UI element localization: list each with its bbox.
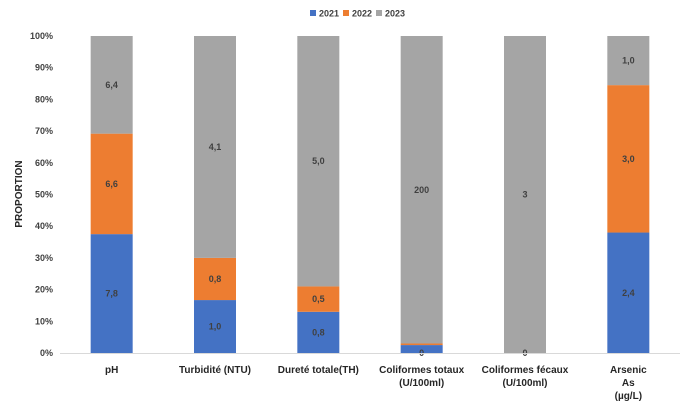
legend-label: 2022 (352, 9, 372, 19)
data-label: 6,6 (105, 179, 118, 189)
y-tick-label: 100% (30, 31, 53, 41)
x-category-label: Arsenic As (µg/L) (610, 365, 647, 402)
x-category-label: Coliformes totaux (U/100ml) (379, 365, 464, 389)
legend-item-2022: 2022 (343, 9, 372, 19)
bar-segment-2023 (297, 36, 340, 287)
data-label: 1,0 (622, 56, 635, 66)
data-label: 0,5 (312, 294, 325, 304)
y-tick-label: 40% (35, 221, 53, 231)
y-tick-label: 10% (35, 316, 53, 326)
legend-item-2021: 2021 (310, 9, 339, 19)
bar-stack: 3 (504, 36, 546, 353)
legend: 2021 2022 2023 (310, 9, 405, 19)
y-axis-ticks: 0% 10% 20% 30% 40% 50% 60% 70% 80% 90% 100% (30, 31, 53, 358)
bar-segment-2023 (90, 36, 133, 134)
x-category-label: Turbidité (NTU) (179, 365, 251, 376)
data-label: 4,1 (209, 142, 222, 152)
y-tick-label: 90% (35, 63, 53, 73)
x-axis-categories: pH Turbidité (NTU) Dureté totale(TH) Colifo… (105, 365, 647, 402)
bar-segment-2021 (607, 232, 650, 353)
bar-segment-2022 (607, 85, 650, 233)
bar-segment-2021 (297, 311, 340, 353)
legend-swatch (376, 10, 382, 16)
x-category-label: Dureté totale(TH) (278, 365, 359, 376)
y-tick-label: 30% (35, 253, 53, 263)
y-axis-label: PROPORTION (14, 160, 25, 227)
bar-segment-2022 (194, 257, 236, 301)
y-tick-label: 20% (35, 285, 53, 295)
x-category-label: pH (105, 365, 118, 376)
bar-segment-2023 (194, 36, 236, 258)
legend-label: 2023 (385, 9, 405, 19)
bar-segment-2022 (90, 133, 133, 235)
bar-segment-2021 (400, 345, 443, 353)
data-label: 0,8 (312, 327, 325, 337)
bar-stack: 0,8 0,5 5,0 (297, 36, 340, 353)
data-label: 6,4 (105, 80, 118, 90)
bar-stack: 7,8 6,6 6,4 (90, 36, 133, 354)
bar-segment-2021 (90, 234, 133, 354)
data-label: 0,8 (209, 274, 222, 284)
data-label: 3 (522, 190, 527, 200)
y-tick-label: 80% (35, 94, 53, 104)
plot-area: 7,8 6,6 6,4 1,0 0,8 4,1 0,8 0,5 5,0 00200 3 2,4 3,0 1… (90, 36, 650, 358)
data-label: 7,8 (105, 289, 118, 299)
y-tick-label: 60% (35, 158, 53, 168)
data-label: 2,4 (622, 288, 635, 298)
bar-segment-2021 (194, 300, 236, 353)
data-label: 3,0 (622, 154, 635, 164)
bar-stack: 1,0 0,8 4,1 (194, 36, 236, 353)
data-label: 200 (414, 185, 429, 195)
bar-segment-2023 (400, 36, 443, 344)
bar-segment-2022 (297, 286, 340, 312)
bar-segment-2023 (504, 36, 546, 353)
bar-stack: 00200 (400, 36, 443, 358)
y-tick-label: 0% (40, 348, 53, 358)
data-label: 5,0 (312, 156, 325, 166)
bar-stack: 2,4 3,0 1,0 (607, 36, 650, 353)
y-tick-label: 70% (35, 126, 53, 136)
legend-label: 2021 (319, 9, 339, 19)
data-label: 1,0 (209, 322, 222, 332)
bar-segment-2023 (607, 36, 650, 86)
legend-swatch (310, 10, 316, 16)
legend-swatch (343, 10, 349, 16)
x-category-label: Coliformes fécaux (U/100ml) (482, 365, 569, 389)
legend-item-2023: 2023 (376, 9, 405, 19)
y-tick-label: 50% (35, 190, 53, 200)
bar-segment-2022 (400, 343, 443, 346)
